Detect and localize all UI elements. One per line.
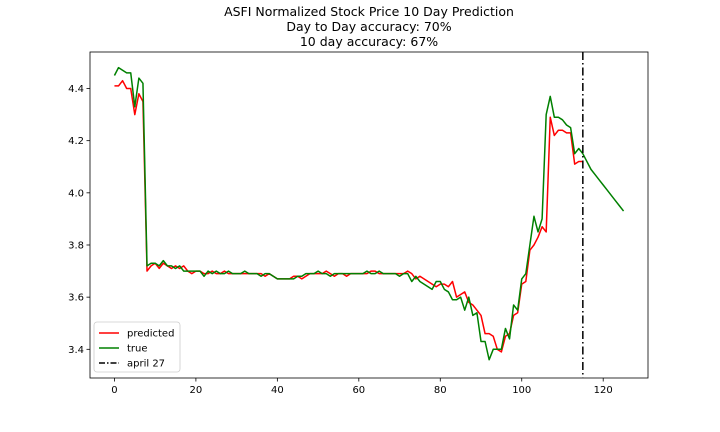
y-tick-label: 3.8 <box>68 240 84 251</box>
legend-label-predicted: predicted <box>127 329 174 340</box>
legend-label-april-27: april 27 <box>127 359 165 370</box>
series-lines <box>113 66 625 361</box>
chart-title: ASFI Normalized Stock Price 10 Day Predi… <box>224 4 514 49</box>
chart-title-line-1: ASFI Normalized Stock Price 10 Day Predi… <box>224 4 514 19</box>
x-tick-label: 80 <box>434 385 447 396</box>
series-line-predicted <box>114 79 583 353</box>
y-axis: 3.4 3.6 3.8 4.0 4.2 4.4 <box>68 84 90 356</box>
y-tick-label: 4.0 <box>68 188 84 199</box>
x-tick-label: 40 <box>271 385 284 396</box>
series-line-true <box>113 66 625 361</box>
y-tick-label: 3.6 <box>68 293 84 304</box>
x-tick-label: 60 <box>352 385 365 396</box>
legend-box <box>93 321 181 373</box>
y-tick-label: 3.4 <box>68 345 84 356</box>
y-tick-label: 4.4 <box>68 84 84 95</box>
x-tick-label: 20 <box>190 385 203 396</box>
x-tick-label: 100 <box>512 385 531 396</box>
plot-area <box>89 51 649 379</box>
legend: predicted true april 27 <box>93 321 181 373</box>
x-tick-label: 120 <box>594 385 613 396</box>
y-tick-label: 4.2 <box>68 136 84 147</box>
x-axis: 0 20 40 60 80 100 120 <box>111 378 613 396</box>
legend-label-true: true <box>127 344 148 355</box>
chart-title-line-3: 10 day accuracy: 67% <box>300 34 438 49</box>
chart-title-line-2: Day to Day accuracy: 70% <box>286 19 451 34</box>
x-tick-label: 0 <box>111 385 117 396</box>
